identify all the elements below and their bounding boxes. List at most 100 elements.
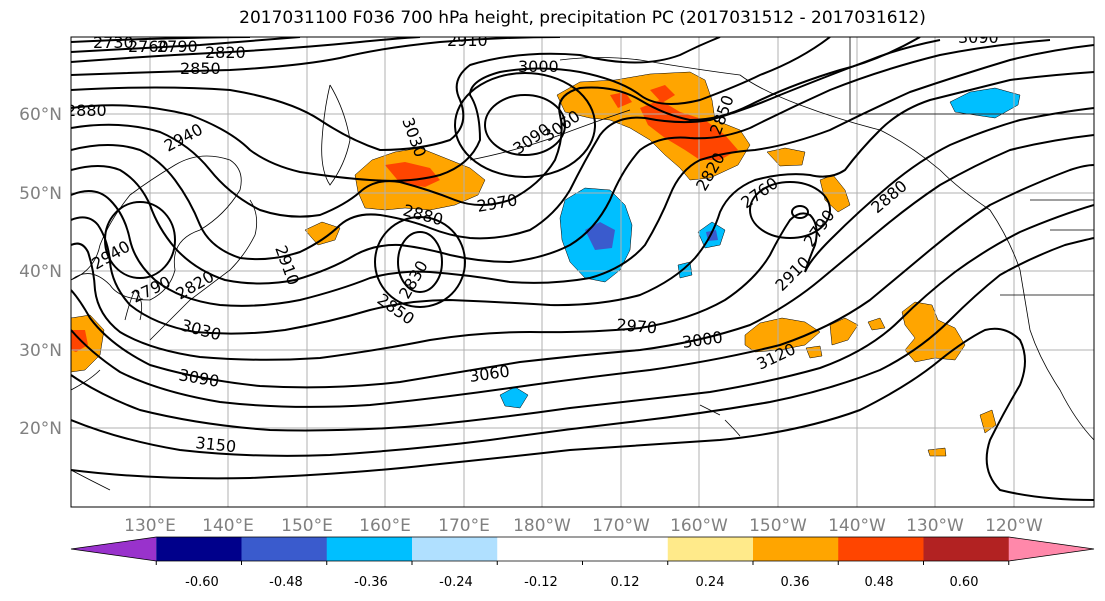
map-title: 2017031100 F036 700 hPa height, precipit…	[239, 8, 926, 28]
colorbar-segment	[497, 537, 583, 561]
precip-patch-warm	[979, 409, 997, 434]
latitude-labels: 60°N 50°N 40°N 30°N 20°N	[19, 105, 62, 439]
contour-label: 3090	[177, 365, 220, 391]
lon-label: 130°W	[906, 516, 964, 536]
coastline-canada	[849, 37, 1094, 296]
contour-label: 2970	[616, 315, 658, 337]
colorbar-tick-label: 0.24	[696, 575, 725, 590]
contour-label: 3150	[195, 433, 237, 456]
precip-patch-warm	[927, 447, 947, 457]
coastline-korea	[124, 289, 143, 321]
colorbar-segment	[753, 537, 839, 561]
colorbar-segment	[412, 537, 498, 561]
contour-label: 2830	[395, 257, 432, 302]
precip-patch-warm	[901, 301, 966, 363]
precip-patch-orange-red	[650, 85, 675, 103]
contour-label: 3000	[518, 57, 559, 76]
lon-label: 120°W	[985, 516, 1043, 536]
coastline-aleutians	[469, 109, 631, 161]
contour-line	[71, 37, 561, 76]
colorbar-segment	[838, 537, 924, 561]
colorbar	[70, 536, 1095, 565]
lon-label: 170°W	[592, 516, 650, 536]
contour-line	[71, 37, 831, 182]
colorbar-tick-label: 0.36	[781, 575, 810, 590]
map-frame	[70, 36, 1095, 508]
contour-closed-high	[454, 72, 596, 178]
contour-line	[71, 237, 1094, 457]
lon-label: 150°E	[281, 516, 333, 536]
lat-label: 50°N	[19, 184, 62, 204]
colorbar-segment	[667, 537, 754, 561]
coastline-china	[71, 369, 111, 491]
lon-label: 170°E	[438, 516, 490, 536]
colorbar-tick-label: -0.60	[185, 575, 219, 590]
contour-line	[71, 107, 1094, 361]
contour-label: 2970	[475, 190, 518, 216]
lat-label: 20°N	[19, 419, 62, 439]
lon-label: 180°W	[513, 516, 571, 536]
colorbar-tick-label: -0.48	[269, 575, 303, 590]
longitude-labels: 130°E 140°E 150°E 160°E 170°E 180°W 170°…	[124, 516, 1043, 536]
colorbar-segment	[582, 537, 669, 561]
lon-label: 140°E	[202, 516, 254, 536]
precip-patch-warm	[766, 147, 806, 167]
colorbar-tick-label: -0.24	[439, 575, 473, 590]
contour-line	[71, 71, 1094, 335]
colorbar-segment	[1008, 537, 1094, 561]
precip-patch-orange-red	[640, 100, 738, 160]
contour-line	[71, 44, 1094, 307]
colorbar-tick-label: -0.12	[524, 575, 558, 590]
contour-label: 2790	[157, 37, 198, 56]
contour-label: 2910	[447, 31, 488, 50]
contour-closed-low	[397, 231, 443, 293]
precip-patch-warm	[805, 345, 823, 359]
contour-label: 3060	[468, 361, 511, 385]
contour-label: 3000	[681, 327, 724, 351]
coastline-japan	[149, 199, 258, 341]
contour-line	[71, 327, 1094, 501]
contour-label: 2820	[205, 43, 246, 62]
colorbar-tick-label: 0.60	[950, 575, 979, 590]
contour-line	[71, 134, 1094, 389]
contour-line	[71, 164, 1094, 408]
lat-label: 60°N	[19, 105, 62, 125]
colorbar-segment	[923, 537, 1010, 561]
height-contours	[71, 37, 1094, 501]
precip-patch-warm	[867, 317, 886, 331]
colorbar-segment	[326, 537, 413, 561]
contour-label: 2760	[128, 37, 169, 56]
coastline-hawaii	[699, 404, 741, 437]
coastline-na-west	[989, 209, 1094, 441]
contour-line	[71, 39, 941, 261]
contour-label: 2940	[161, 120, 206, 156]
colorbar-tick-label: 0.48	[865, 575, 894, 590]
colorbar-tick-label: -0.36	[354, 575, 388, 590]
lon-label: 140°W	[828, 516, 886, 536]
precip-patch-cool-dark	[585, 222, 615, 250]
contour-closed-low	[791, 205, 809, 219]
lon-label: 130°E	[124, 516, 176, 536]
precip-patch-warm	[744, 317, 821, 353]
contour-label: 2820	[173, 267, 218, 304]
lon-label: 150°W	[749, 516, 807, 536]
contour-label: 2880	[66, 101, 107, 120]
contour-line	[71, 204, 1094, 432]
precip-patch-warm	[304, 221, 341, 246]
contour-label: 3030	[179, 316, 223, 345]
contour-closed-high	[484, 94, 566, 156]
contour-closed-low	[104, 201, 176, 279]
coastline-alaska	[559, 57, 991, 211]
contour-line	[71, 37, 721, 152]
graticule	[71, 37, 1094, 507]
colorbar-tick-label: 0.12	[611, 575, 640, 590]
contour-label: 2730	[93, 33, 134, 52]
lat-label: 40°N	[19, 262, 62, 282]
colorbar-segment	[71, 537, 157, 561]
lon-label: 160°W	[670, 516, 728, 536]
contour-line	[71, 37, 301, 53]
lon-label: 160°E	[359, 516, 411, 536]
contour-labels: 2730 2760 2790 2820 2850 2880 2910 2940 …	[66, 31, 999, 456]
colorbar-segment	[156, 537, 242, 561]
